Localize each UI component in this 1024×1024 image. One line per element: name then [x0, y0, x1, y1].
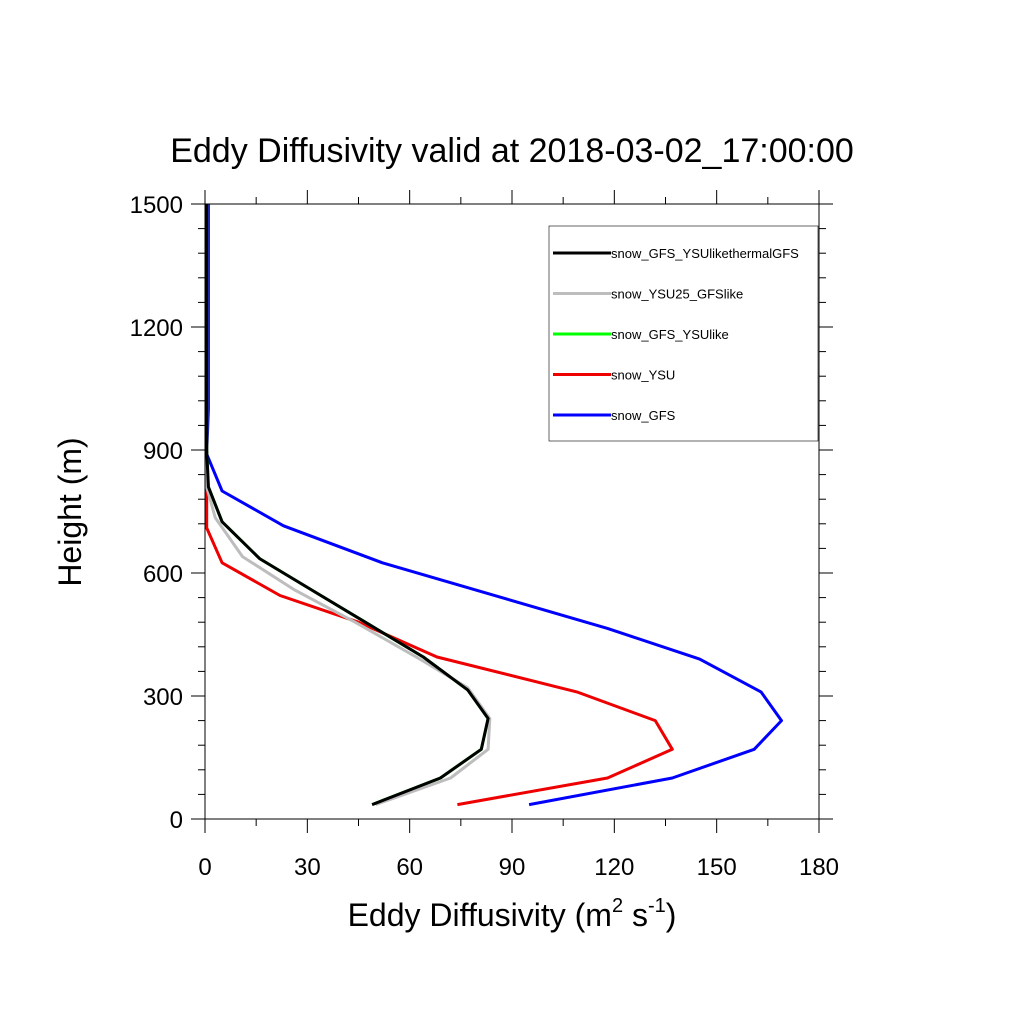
- legend-label: snow_YSU: [611, 368, 675, 383]
- y-tick-label: 600: [143, 561, 183, 588]
- y-tick-label: 900: [143, 438, 183, 465]
- y-tick-label: 300: [143, 684, 183, 711]
- y-axis-label: Height (m): [52, 437, 88, 586]
- x-axis-ticks: 0 30 60 90 120 150 180: [198, 190, 839, 881]
- y-axis-ticks: 0 300 600 900 1200 1500: [130, 192, 833, 834]
- x-tick-label: 150: [697, 854, 737, 881]
- series-layer: [205, 204, 783, 807]
- x-axis-label-sup2: -1: [648, 895, 666, 917]
- x-axis-label-sup1: 2: [612, 895, 623, 917]
- x-tick-label: 180: [799, 854, 839, 881]
- x-tick-label: 120: [594, 854, 634, 881]
- y-tick-label: 1500: [130, 192, 183, 219]
- legend-label: snow_YSU25_GFSlike: [611, 287, 743, 302]
- x-tick-label: 0: [198, 854, 211, 881]
- legend: snow_GFS_YSUlikethermalGFS snow_YSU25_GFS…: [548, 225, 819, 442]
- chart-title: Eddy Diffusivity valid at 2018-03-02_17:…: [170, 132, 854, 170]
- x-tick-label: 60: [396, 854, 423, 881]
- y-tick-label: 1200: [130, 315, 183, 342]
- x-tick-label: 30: [294, 854, 321, 881]
- legend-label: snow_GFS_YSUlikethermalGFS: [611, 246, 799, 261]
- x-axis-label-mid: s: [623, 897, 648, 933]
- legend-label: snow_GFS: [611, 408, 676, 423]
- legend-label: snow_GFS_YSUlike: [611, 327, 729, 342]
- x-tick-label: 90: [499, 854, 526, 881]
- series-line-snow_GFS_YSUlikethermalGFS: [205, 204, 490, 806]
- x-axis-label-prefix: Eddy Diffusivity (m: [348, 897, 612, 933]
- plot-area: [204, 203, 820, 820]
- x-axis-label: Eddy Diffusivity (m2 s-1): [348, 895, 677, 933]
- y-tick-label: 0: [170, 807, 183, 834]
- x-axis-label-suffix: ): [666, 897, 677, 933]
